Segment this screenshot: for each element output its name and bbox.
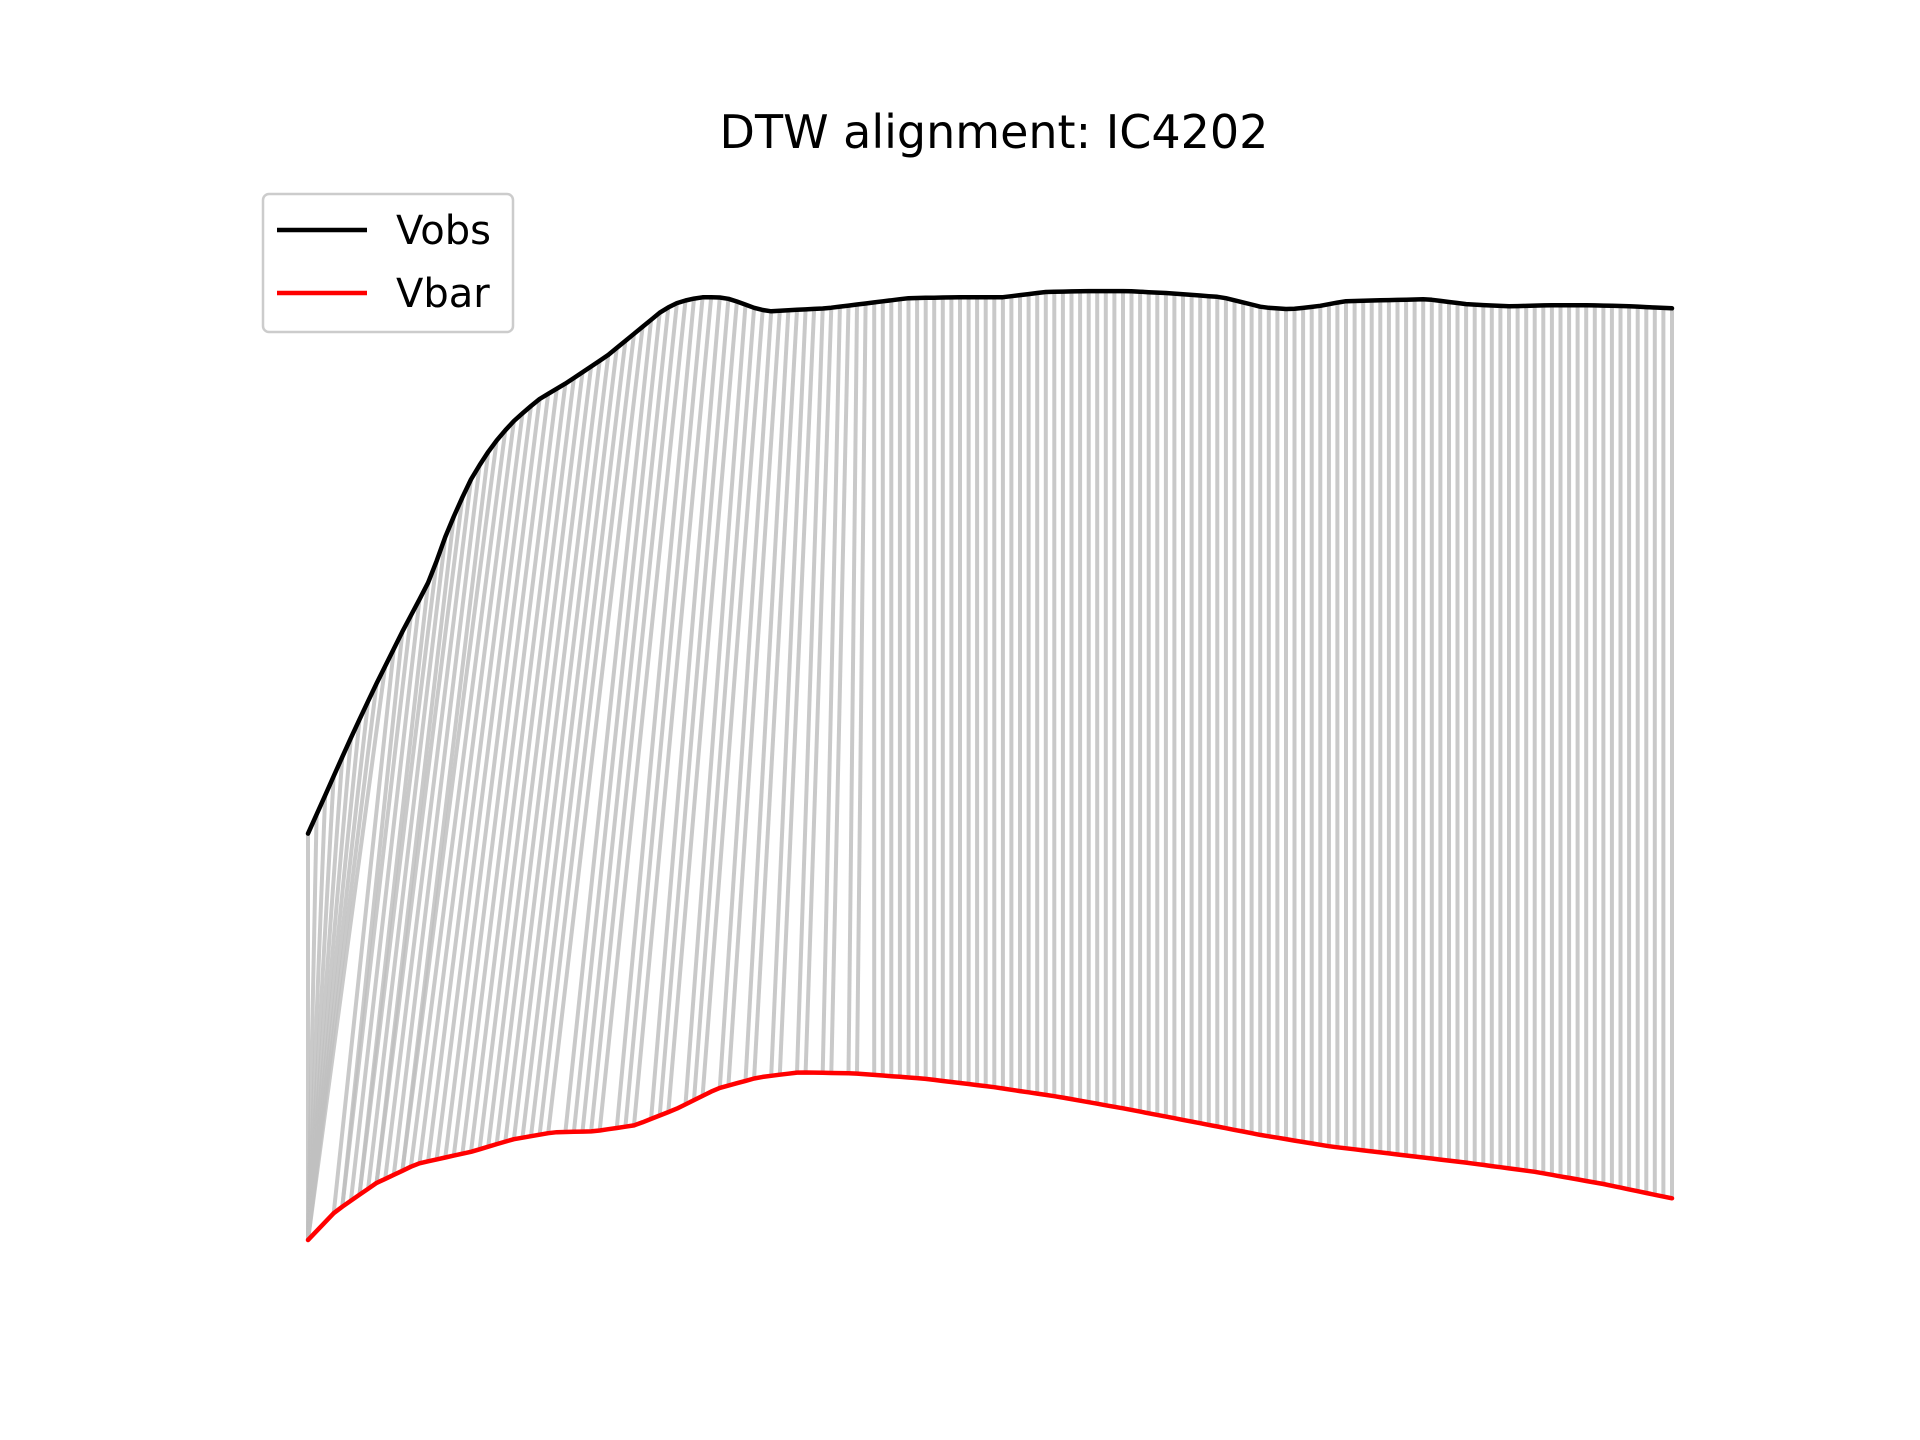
alignment-line — [451, 393, 551, 1156]
alignment-line — [340, 615, 413, 1207]
legend-label-vbar: Vbar — [396, 271, 490, 317]
alignment-line — [632, 297, 714, 1126]
series-lines — [305, 288, 1675, 1243]
chart-title: DTW alignment: IC4202 — [720, 105, 1269, 159]
alignment-lines — [306, 291, 1674, 1241]
alignment-line — [700, 309, 765, 1097]
legend: Vobs Vbar — [261, 192, 515, 334]
alignment-line — [726, 310, 782, 1086]
alignment-line — [306, 665, 388, 1241]
alignment-line — [614, 298, 696, 1129]
alignment-line — [503, 360, 602, 1142]
alignment-line — [348, 599, 422, 1201]
alignment-line — [486, 371, 585, 1147]
alignment-line — [443, 398, 542, 1158]
alignment-line — [683, 304, 748, 1105]
alignment-line — [374, 497, 465, 1184]
alignment-line — [546, 326, 645, 1134]
alignment-line — [426, 413, 525, 1162]
alignment-line — [717, 311, 774, 1089]
legend-label-vobs: Vobs — [396, 208, 491, 254]
alignment-line — [366, 536, 448, 1190]
alignment-line — [520, 347, 619, 1138]
series-line-vbar — [305, 1070, 1675, 1243]
alignment-line — [417, 420, 516, 1164]
alignment-line — [571, 312, 662, 1133]
alignment-line — [623, 297, 705, 1127]
alignment-line — [777, 308, 817, 1075]
alignment-line — [408, 430, 508, 1167]
alignment-line — [357, 560, 439, 1195]
alignment-line — [563, 319, 654, 1133]
alignment-line — [743, 310, 791, 1082]
alignment-line — [657, 298, 731, 1116]
alignment-line — [855, 303, 868, 1074]
alignment-line — [331, 648, 396, 1214]
alignment-line — [434, 405, 533, 1160]
alignment-line — [803, 307, 834, 1073]
alignment-line — [820, 306, 842, 1073]
alignment-line — [829, 305, 851, 1074]
alignment-line — [460, 388, 559, 1154]
alignment-line — [769, 309, 808, 1076]
alignment-line — [400, 440, 499, 1172]
series-line-vobs — [305, 288, 1675, 836]
alignment-line — [537, 333, 636, 1135]
alignment-line — [511, 354, 611, 1140]
alignment-line — [589, 302, 679, 1132]
alignment-line — [580, 307, 671, 1132]
alignment-line — [666, 301, 739, 1113]
alignment-line — [494, 366, 594, 1145]
alignment-line — [529, 340, 628, 1137]
alignment-line — [469, 383, 568, 1153]
alignment-line — [597, 300, 688, 1131]
alignment-line — [649, 297, 722, 1120]
alignment-line — [391, 464, 482, 1176]
alignment-line — [692, 307, 757, 1101]
alignment-line — [477, 377, 576, 1150]
alignment-line — [795, 308, 825, 1073]
alignment-line — [383, 479, 473, 1180]
alignment-line — [846, 304, 859, 1074]
alignment-line — [752, 309, 799, 1079]
